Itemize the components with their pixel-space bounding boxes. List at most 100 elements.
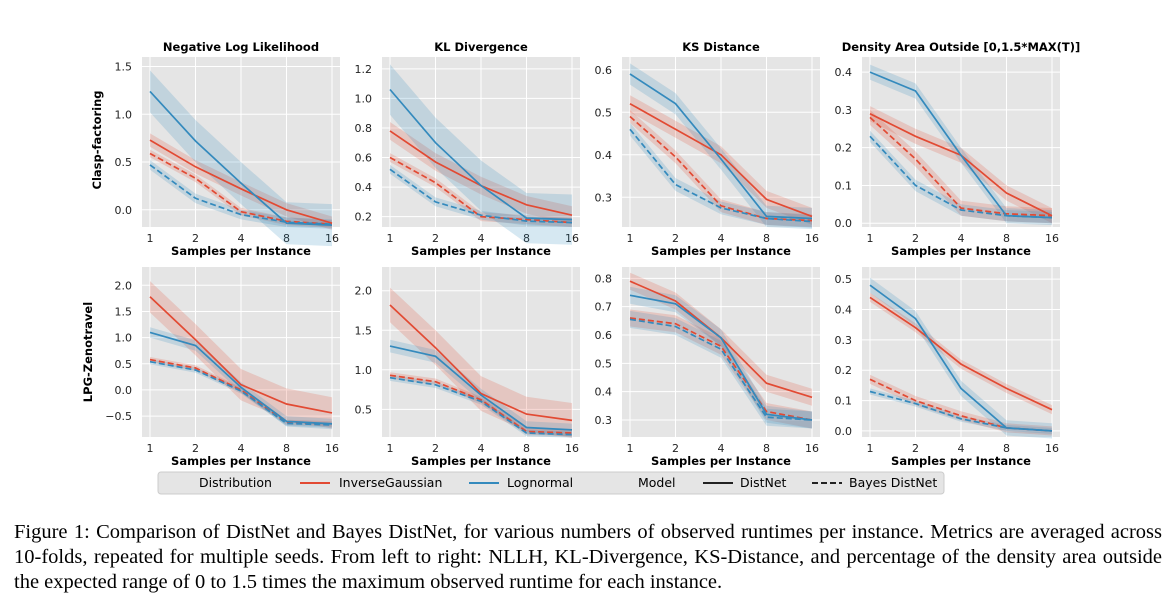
- y-tick-label: 0.4: [595, 386, 613, 399]
- x-tick-label: 8: [763, 232, 770, 245]
- band-inversegaussian-bayes-distnet: [870, 109, 1052, 224]
- y-tick-label: 0.2: [835, 142, 853, 155]
- y-tick-label: 0.5: [115, 156, 133, 169]
- y-tick-label: 1.0: [115, 332, 133, 345]
- legend-model-header: Model: [638, 475, 676, 490]
- y-tick-label: 0.6: [595, 329, 613, 342]
- line-inversegaussian-distnet: [869, 296, 1053, 411]
- panel-title: Negative Log Likelihood: [163, 40, 319, 54]
- y-tick-label: 0.1: [835, 179, 853, 192]
- y-tick-label: 1.0: [115, 108, 133, 121]
- figure-caption: Figure 1: Comparison of DistNet and Baye…: [14, 521, 1162, 593]
- line-inversegaussian-bayes-distnet: [869, 116, 1053, 217]
- panel-r0-c3: 1 2 4 8 16 0.0 0.1 0.2 0.3 0.4 Density Area Outsid…: [835, 40, 1081, 258]
- band-lognormal-bayes-distnet: [870, 130, 1052, 224]
- x-tick-label: 4: [478, 442, 485, 455]
- panel-title: KS Distance: [682, 40, 760, 54]
- x-tick-label: 4: [478, 232, 485, 245]
- x-tick-label: 16: [805, 232, 819, 245]
- band-lognormal-distnet: [870, 64, 1052, 226]
- legend-inverse-gaussian-label: InverseGaussian: [339, 475, 442, 490]
- y-tick-label: 0.4: [835, 66, 853, 79]
- x-tick-label: 8: [283, 232, 290, 245]
- legend-distnet-label: DistNet: [740, 475, 787, 490]
- y-tick-label: 0.8: [355, 122, 373, 135]
- line-lognormal-bayes-distnet: [149, 164, 333, 225]
- x-tick-label: 2: [192, 232, 199, 245]
- panel-r0-c1: 1 2 4 8 16 0.2 0.4 0.6 0.8 1.0 1.2 KL Divergence Sam…: [355, 40, 580, 258]
- band-inversegaussian-distnet: [390, 122, 572, 224]
- x-tick-label: 2: [672, 442, 679, 455]
- x-tick-label: 8: [1003, 232, 1010, 245]
- x-tick-label: 2: [432, 232, 439, 245]
- x-tick-label: 16: [325, 232, 339, 245]
- legend-box: [157, 471, 945, 495]
- y-tick-label: 0.2: [355, 211, 373, 224]
- x-tick-label: 2: [912, 442, 919, 455]
- band-inversegaussian-distnet: [390, 287, 572, 438]
- line-lognormal-bayes-distnet: [869, 135, 1053, 219]
- line-lognormal-distnet: [869, 71, 1053, 219]
- panel-title: Density Area Outside [0,1.5*MAX(T)]: [842, 40, 1081, 54]
- panel-r1-c1: 1 2 4 8 16 0.5 1.0 1.5 2.0 Samples per Instance: [355, 267, 580, 468]
- line-lognormal-bayes-distnet: [869, 390, 1053, 432]
- y-tick-label: 0.5: [115, 358, 133, 371]
- y-tick-label: 0.1: [835, 395, 853, 408]
- y-tick-label: 0.5: [835, 273, 853, 286]
- line-lognormal-distnet: [629, 294, 813, 421]
- band-lognormal-distnet: [630, 286, 812, 429]
- x-tick-label: 4: [238, 232, 245, 245]
- y-tick-label: 0.4: [835, 304, 853, 317]
- x-axis-label: Samples per Instance: [891, 244, 1031, 258]
- x-axis-label: Samples per Instance: [411, 244, 551, 258]
- x-tick-label: 1: [147, 232, 154, 245]
- x-tick-label: 4: [958, 442, 965, 455]
- y-tick-label: 0.5: [355, 403, 373, 416]
- line-inversegaussian-bayes-distnet: [629, 317, 813, 421]
- y-tick-label: 0.2: [835, 364, 853, 377]
- x-tick-label: 4: [958, 232, 965, 245]
- x-axis-label: Samples per Instance: [651, 244, 791, 258]
- row-label-clasp-factoring: Clasp-factoring: [90, 90, 104, 189]
- y-tick-label: 0.0: [835, 217, 853, 230]
- x-tick-label: 8: [763, 442, 770, 455]
- panel-r1-c0: 1 2 4 8 16 −0.5 0.0 0.5 1.0 1.5 2.0 Samples per Ins…: [105, 267, 340, 468]
- y-tick-label: 0.0: [835, 425, 853, 438]
- x-tick-label: 2: [432, 442, 439, 455]
- legend-lognormal-label: Lognormal: [507, 475, 573, 490]
- x-tick-label: 1: [627, 442, 634, 455]
- line-inversegaussian-bayes-distnet: [389, 156, 573, 224]
- panel-r0-c0: 1 2 4 8 16 0.0 0.5 1.0 1.5 Negative Log Likelihoo…: [115, 40, 340, 258]
- x-tick-label: 16: [325, 442, 339, 455]
- x-tick-label: 16: [565, 232, 579, 245]
- legend-distribution-header: Distribution: [199, 475, 272, 490]
- line-inversegaussian-distnet: [629, 102, 813, 218]
- line-lognormal-distnet: [149, 90, 333, 226]
- y-tick-label: 0.4: [595, 149, 613, 162]
- figure-grid: Clasp-factoring LPG-Zenotravel 1 2 4 8 16 0.0…: [81, 40, 1081, 495]
- x-tick-label: 8: [1003, 442, 1010, 455]
- y-tick-label: 0.3: [595, 191, 613, 204]
- x-axis-label: Samples per Instance: [651, 454, 791, 468]
- x-tick-label: 2: [192, 442, 199, 455]
- x-tick-label: 1: [387, 232, 394, 245]
- line-inversegaussian-bayes-distnet: [149, 152, 333, 225]
- y-tick-label: 0.3: [595, 414, 613, 427]
- y-tick-label: 0.0: [115, 204, 133, 217]
- y-tick-label: 0.3: [835, 334, 853, 347]
- y-tick-label: 0.0: [115, 384, 133, 397]
- panel-r1-c2: 1 2 4 8 16 0.3 0.4 0.5 0.6 0.7 0.8 Samples per Inst…: [595, 267, 820, 468]
- x-tick-label: 1: [147, 442, 154, 455]
- line-lognormal-distnet: [149, 331, 333, 425]
- y-tick-label: 0.5: [595, 357, 613, 370]
- x-tick-label: 2: [672, 232, 679, 245]
- line-inversegaussian-distnet: [149, 296, 333, 414]
- line-lognormal-bayes-distnet: [629, 318, 813, 421]
- y-tick-label: 0.8: [595, 272, 613, 285]
- y-tick-label: 0.6: [595, 64, 613, 77]
- x-tick-label: 4: [718, 232, 725, 245]
- panel-r1-c3: 1 2 4 8 16 0.0 0.1 0.2 0.3 0.4 0.5 Samples per Inst…: [835, 267, 1060, 468]
- line-inversegaussian-distnet: [389, 304, 573, 422]
- band-inversegaussian-bayes-distnet: [150, 357, 332, 427]
- x-axis-label: Samples per Instance: [411, 454, 551, 468]
